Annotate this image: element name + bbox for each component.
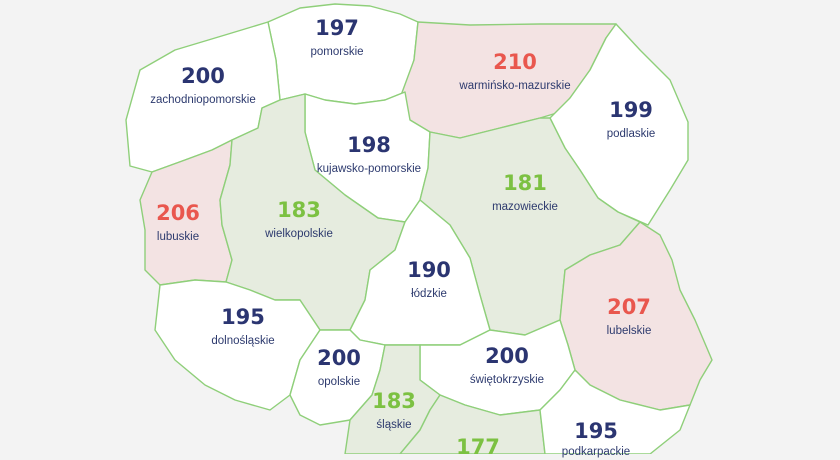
region-malopolskie[interactable] xyxy=(399,394,546,454)
value-podlaskie: 199 xyxy=(609,98,653,122)
name-kujawsko-pomorskie: kujawsko-pomorskie xyxy=(316,163,422,175)
name-podlaskie: podlaskie xyxy=(606,128,656,140)
name-lubuskie: lubuskie xyxy=(156,231,200,243)
value-lubelskie: 207 xyxy=(607,295,651,319)
label-pomorskie: 197 pomorskie xyxy=(310,16,363,60)
label-zachodniopomorskie: 200 zachodniopomorskie xyxy=(150,64,255,108)
label-lubelskie: 207 lubelskie xyxy=(607,295,652,339)
name-slaskie: śląskie xyxy=(376,419,412,431)
label-lubuskie: 206 lubuskie xyxy=(156,201,200,245)
label-lodzkie: 190 łódzkie xyxy=(407,258,451,302)
name-opolskie: opolskie xyxy=(317,376,361,388)
value-wielkopolskie: 183 xyxy=(277,198,321,222)
value-dolnoslaskie: 195 xyxy=(221,305,265,329)
value-lubuskie: 206 xyxy=(156,201,200,225)
name-wielkopolskie: wielkopolskie xyxy=(265,228,333,240)
label-wielkopolskie: 183 wielkopolskie xyxy=(265,198,333,242)
label-opolskie: 200 opolskie xyxy=(317,346,361,390)
label-podlaskie: 199 podlaskie xyxy=(607,98,656,142)
label-slaskie: 183 śląskie xyxy=(372,389,416,433)
label-dolnoslaskie: 195 dolnośląskie xyxy=(211,305,274,349)
value-podkarpackie: 195 xyxy=(574,419,618,443)
value-lodzkie: 190 xyxy=(407,258,451,282)
value-mazowieckie: 181 xyxy=(503,171,547,195)
value-kujawsko-pomorskie: 198 xyxy=(347,133,391,157)
name-pomorskie: pomorskie xyxy=(310,46,364,58)
name-swietokrzyskie: świętokrzyskie xyxy=(469,374,545,386)
value-malopolskie: 177 xyxy=(456,435,500,459)
name-mazowieckie: mazowieckie xyxy=(492,201,558,213)
region-podkarpackie[interactable] xyxy=(539,369,691,454)
name-lubelskie: lubelskie xyxy=(606,325,652,337)
value-pomorskie: 197 xyxy=(315,16,359,40)
label-mazowieckie: 181 mazowieckie xyxy=(492,171,558,215)
name-dolnoslaskie: dolnośląskie xyxy=(211,335,275,347)
name-warminsko-mazurskie: warmińsko-mazurskie xyxy=(459,80,571,92)
label-kujawsko-pomorskie: 198 kujawsko-pomorskie xyxy=(317,133,421,177)
name-zachodniopomorskie: zachodniopomorskie xyxy=(150,94,256,106)
name-podkarpackie: podkarpackie xyxy=(561,446,631,458)
name-lodzkie: łódzkie xyxy=(411,288,447,300)
value-warminsko-mazurskie: 210 xyxy=(493,50,537,74)
value-zachodniopomorskie: 200 xyxy=(181,64,225,88)
label-malopolskie: 177 xyxy=(456,435,500,459)
label-warminsko-mazurskie: 210 warmińsko-mazurskie xyxy=(459,50,570,94)
value-opolskie: 200 xyxy=(317,346,361,370)
label-swietokrzyskie: 200 świętokrzyskie xyxy=(470,344,544,388)
value-swietokrzyskie: 200 xyxy=(485,344,529,368)
value-slaskie: 183 xyxy=(372,389,416,413)
